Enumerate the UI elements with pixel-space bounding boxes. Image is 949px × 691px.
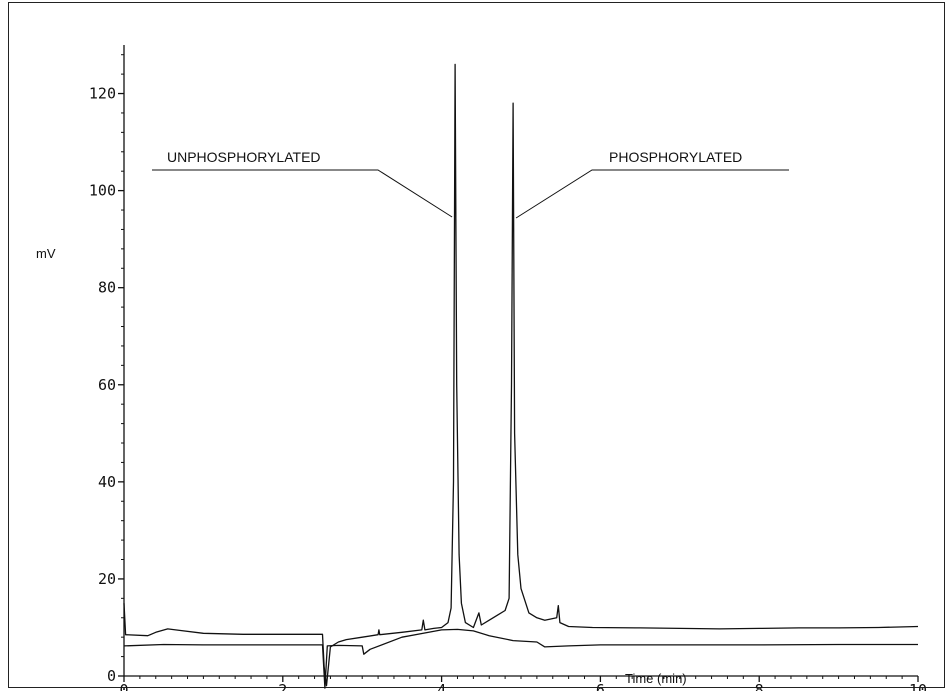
annotation-layer: UNPHOSPHORYLATED PHOSPHORYLATED [152, 149, 789, 219]
y-tick-label: 40 [98, 473, 116, 491]
x-tick-label: 8 [755, 681, 764, 691]
y-tick-label: 20 [98, 570, 116, 588]
x-tick-label: 2 [278, 681, 287, 691]
series-layer [123, 63, 919, 689]
annotation-leader-unphosphorylated [152, 169, 453, 218]
x-tick-label: 6 [596, 681, 605, 691]
tick-labels-group: 0 20 40 60 80 100 120 0 2 4 6 8 10 [89, 85, 927, 691]
figure-frame [8, 2, 945, 688]
x-tick-label: 0 [119, 681, 128, 691]
y-tick-label: 0 [107, 667, 116, 685]
annotation-leader-phosphorylated [515, 169, 789, 219]
x-axis-title: Time (min) [625, 671, 687, 686]
annotation-unphosphorylated: UNPHOSPHORYLATED [167, 149, 321, 165]
y-tick-label: 80 [98, 279, 116, 297]
y-tick-label: 100 [89, 182, 116, 200]
y-tick-label: 120 [89, 85, 116, 103]
axes-group [123, 45, 918, 677]
x-tick-label: 4 [437, 681, 446, 691]
annotation-phosphorylated: PHOSPHORYLATED [609, 149, 742, 165]
y-tick-label: 60 [98, 376, 116, 394]
x-tick-label: 10 [909, 681, 927, 691]
ticks-group [118, 54, 919, 682]
series-line-2 [123, 628, 918, 689]
y-axis-title: mV [36, 246, 56, 261]
